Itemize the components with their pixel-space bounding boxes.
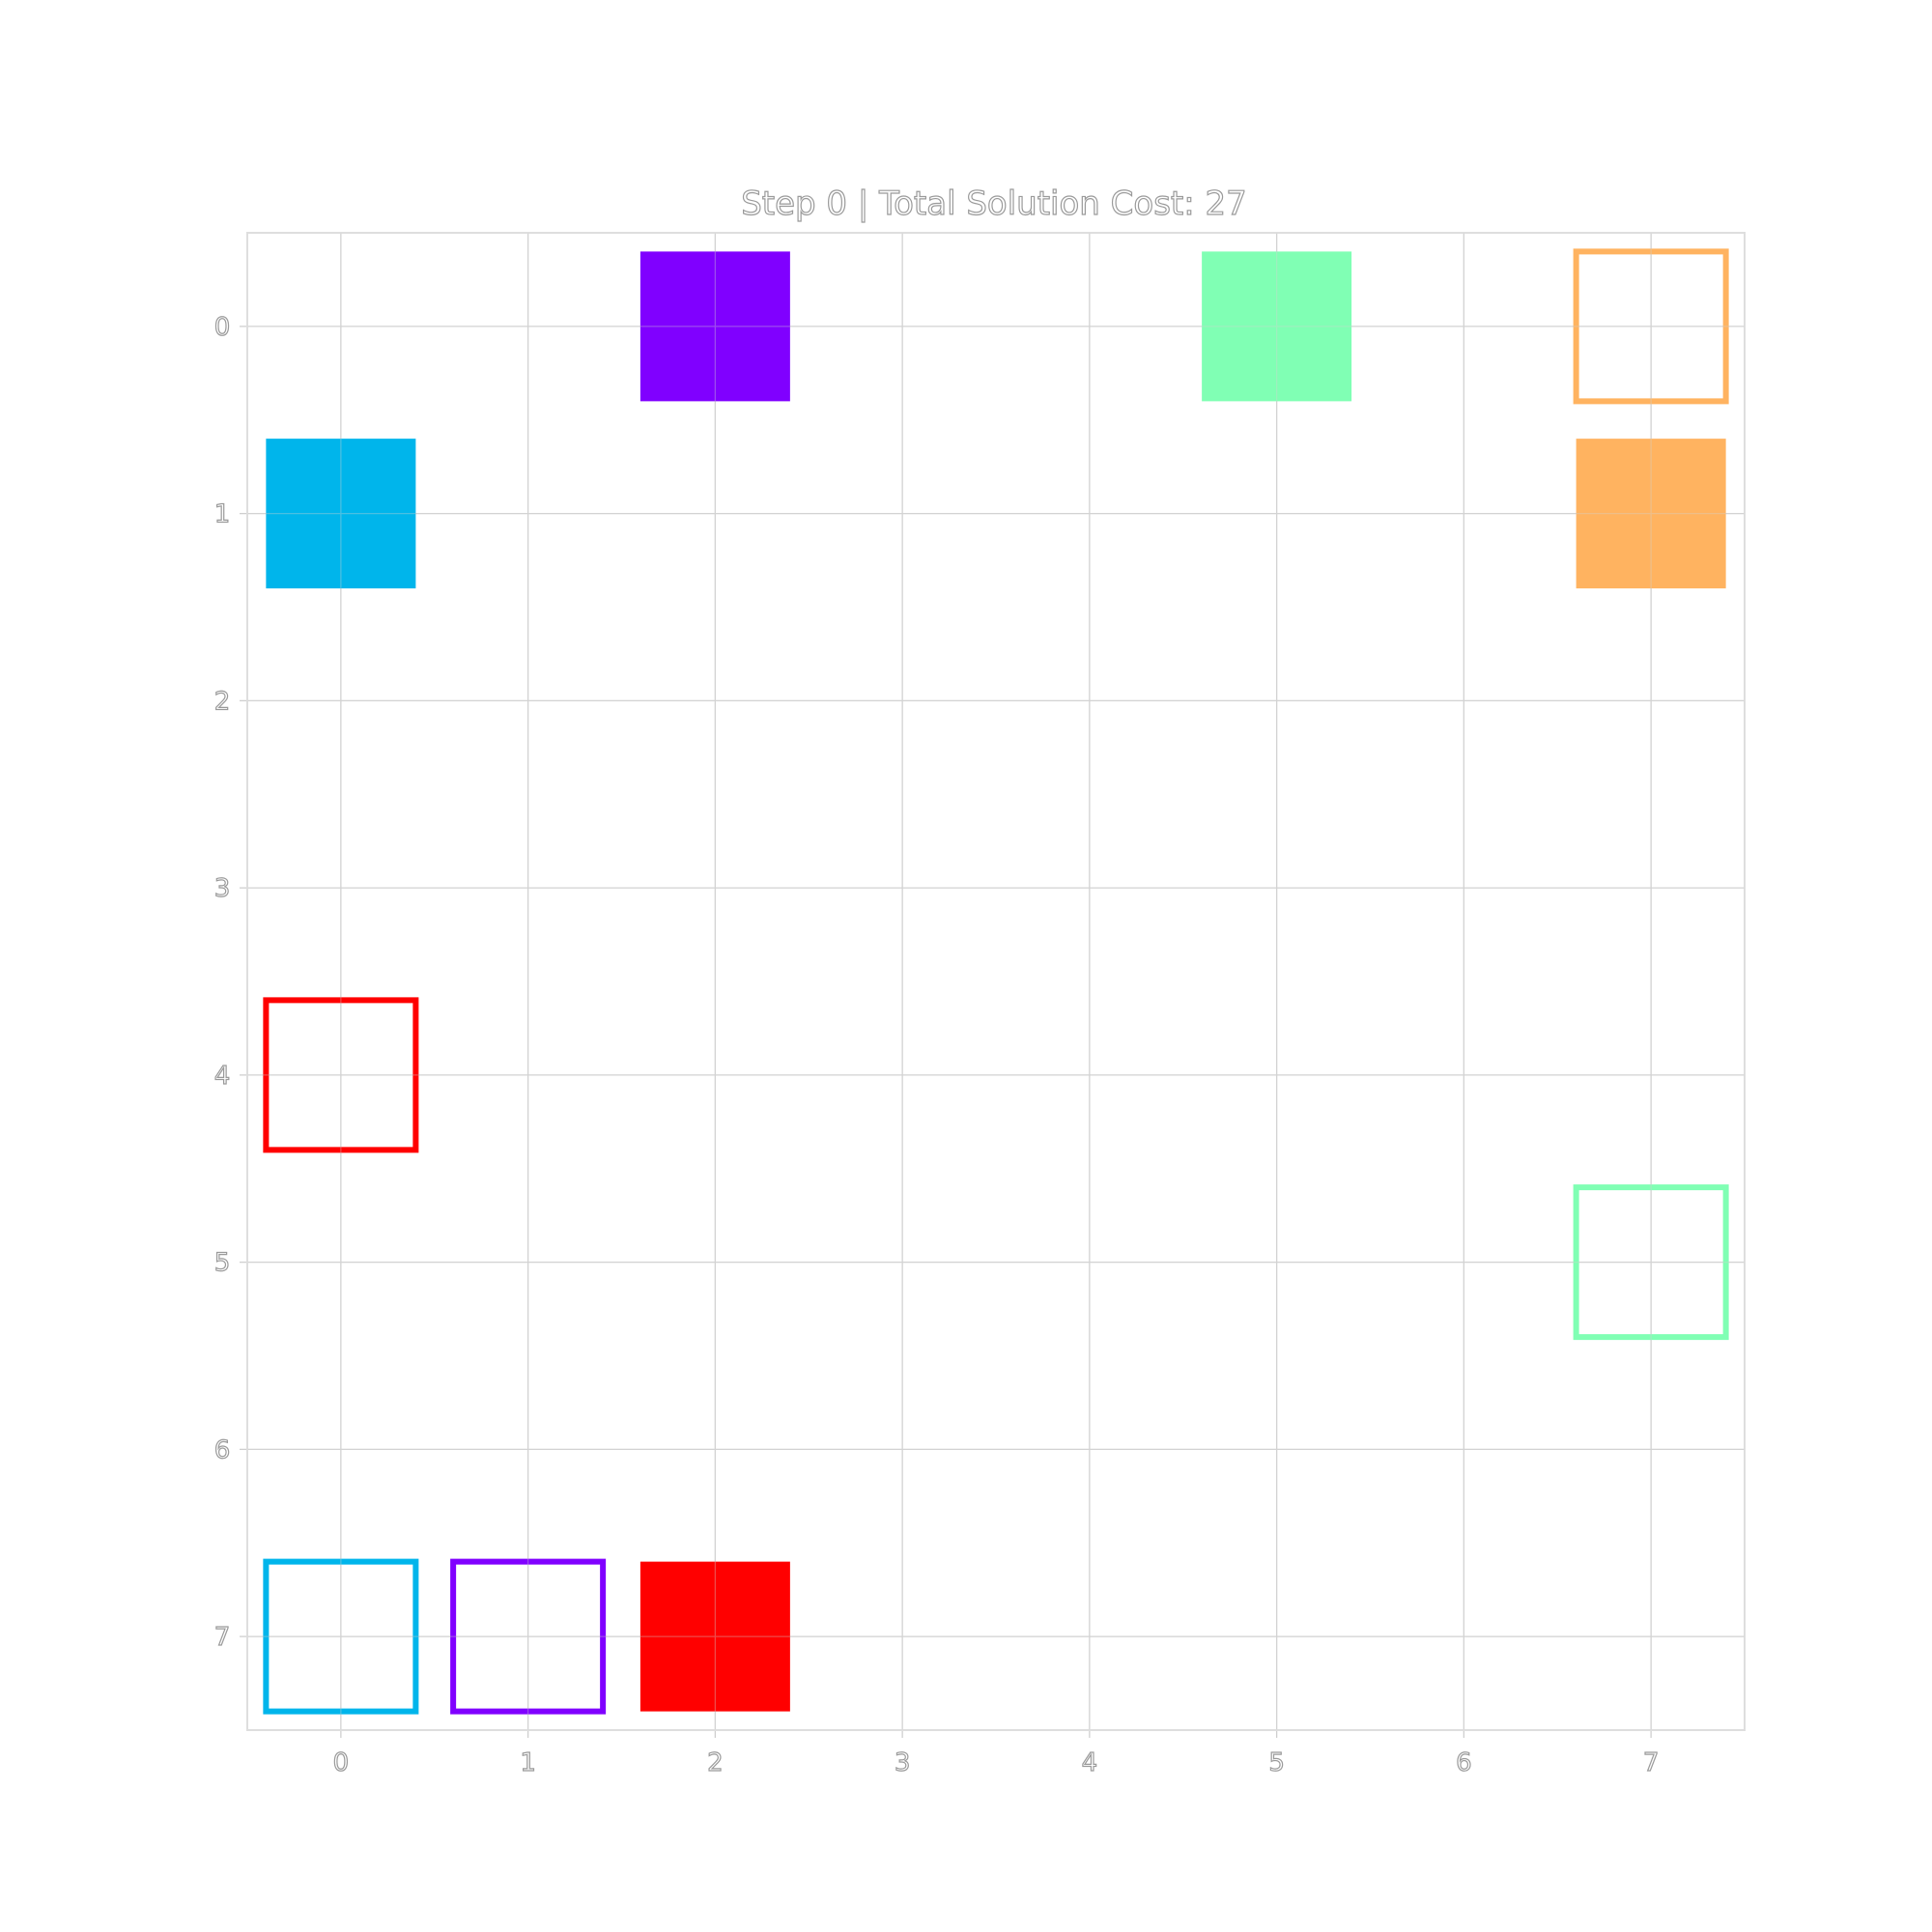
x-tick-label: 0 — [333, 1748, 350, 1777]
goal-marker — [263, 1558, 419, 1715]
agent-marker — [639, 251, 790, 402]
agent-marker — [1576, 439, 1726, 589]
grid-lines — [247, 233, 1745, 1730]
x-tick-label: 6 — [1456, 1748, 1472, 1777]
y-tick-label: 5 — [214, 1249, 231, 1278]
x-tick-label: 3 — [895, 1748, 911, 1777]
goal-markers — [263, 248, 1729, 1715]
axis-ticks: 0 1 2 3 4 5 6 7 0 1 2 3 4 5 6 7 — [213, 312, 1660, 1777]
x-tick-label: 4 — [1082, 1748, 1098, 1777]
agent-marker — [1202, 251, 1352, 402]
y-tick-label: 1 — [214, 500, 231, 529]
y-tick-label: 0 — [214, 313, 231, 342]
agent-markers — [266, 251, 1726, 1712]
y-tick-label: 6 — [214, 1435, 231, 1464]
goal-marker — [1573, 1184, 1729, 1341]
y-tick-label: 3 — [214, 874, 231, 903]
agent-marker — [639, 1561, 790, 1712]
agent-marker — [266, 439, 416, 589]
plot-frame — [246, 232, 1746, 1731]
x-tick-label: 2 — [707, 1748, 724, 1777]
y-tick-label: 2 — [214, 687, 231, 716]
goal-marker — [1573, 248, 1729, 405]
x-tick-label: 1 — [520, 1748, 536, 1777]
chart-title: Step 0 | Total Solution Cost: 27 — [741, 185, 1247, 223]
y-tick-label: 7 — [214, 1623, 231, 1652]
x-tick-label: 5 — [1268, 1748, 1285, 1777]
grid-overlay — [247, 233, 1745, 1730]
goal-marker — [263, 997, 419, 1153]
x-tick-label: 7 — [1643, 1748, 1660, 1777]
goal-marker — [450, 1558, 607, 1715]
y-tick-label: 4 — [214, 1062, 231, 1091]
